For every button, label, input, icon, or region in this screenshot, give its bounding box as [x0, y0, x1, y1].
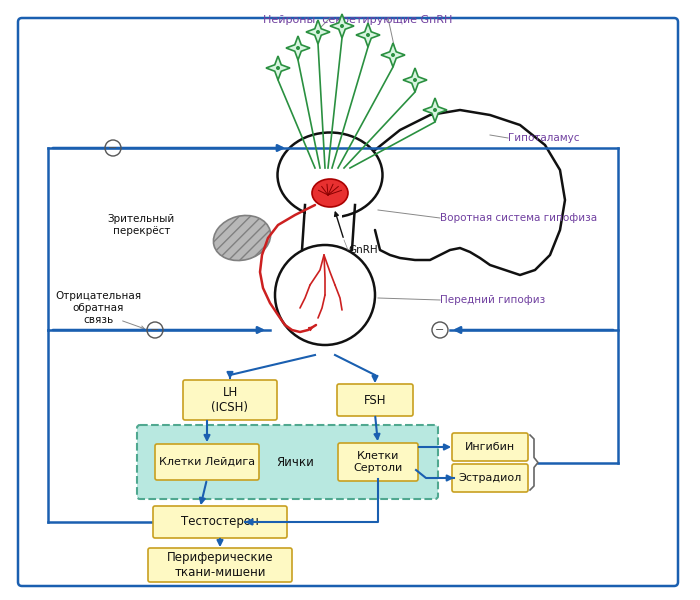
Circle shape [413, 78, 417, 82]
FancyBboxPatch shape [137, 425, 438, 499]
Ellipse shape [277, 133, 382, 217]
Circle shape [296, 46, 300, 50]
Polygon shape [423, 98, 447, 122]
FancyBboxPatch shape [155, 444, 259, 480]
Text: −: − [150, 325, 160, 335]
Text: Нейроны, секретирующие GnRH: Нейроны, секретирующие GnRH [263, 15, 453, 25]
Polygon shape [356, 23, 380, 47]
Polygon shape [403, 68, 427, 92]
Text: Эстрадиол: Эстрадиол [458, 473, 522, 483]
Circle shape [391, 53, 395, 57]
FancyBboxPatch shape [337, 384, 413, 416]
Ellipse shape [275, 245, 375, 345]
Text: Гипоталамус: Гипоталамус [508, 133, 580, 143]
Text: Клетки
Сертоли: Клетки Сертоли [354, 451, 402, 473]
Text: Яички: Яички [276, 455, 314, 469]
FancyBboxPatch shape [338, 443, 418, 481]
Text: LH
(ICSH): LH (ICSH) [211, 385, 248, 415]
Circle shape [340, 24, 344, 28]
FancyBboxPatch shape [452, 464, 528, 492]
Text: Тестостерон: Тестостерон [181, 515, 259, 529]
FancyBboxPatch shape [183, 380, 277, 420]
Text: Воротная система гипофиза: Воротная система гипофиза [440, 213, 597, 223]
Polygon shape [266, 56, 290, 80]
FancyBboxPatch shape [153, 506, 287, 538]
Text: Клетки Лейдига: Клетки Лейдига [159, 457, 255, 467]
Polygon shape [381, 43, 405, 67]
Text: GnRH: GnRH [348, 245, 377, 255]
Text: FSH: FSH [364, 394, 386, 407]
Text: Отрицательная
обратная
связь: Отрицательная обратная связь [55, 292, 141, 325]
Text: −: − [108, 143, 118, 154]
Circle shape [316, 30, 320, 34]
FancyBboxPatch shape [452, 433, 528, 461]
Polygon shape [286, 36, 310, 60]
Polygon shape [306, 20, 330, 44]
Text: Зрительный
перекрёст: Зрительный перекрёст [108, 214, 175, 236]
Text: Ингибин: Ингибин [465, 442, 515, 452]
Ellipse shape [312, 179, 348, 207]
Ellipse shape [214, 215, 271, 260]
Text: Периферические
ткани-мишени: Периферические ткани-мишени [167, 551, 273, 580]
Text: Передний гипофиз: Передний гипофиз [440, 295, 545, 305]
FancyBboxPatch shape [306, 203, 342, 272]
Circle shape [366, 33, 370, 37]
Circle shape [433, 108, 437, 112]
Circle shape [276, 66, 280, 70]
Text: −: − [435, 325, 444, 335]
Polygon shape [330, 14, 354, 38]
FancyBboxPatch shape [148, 548, 292, 582]
